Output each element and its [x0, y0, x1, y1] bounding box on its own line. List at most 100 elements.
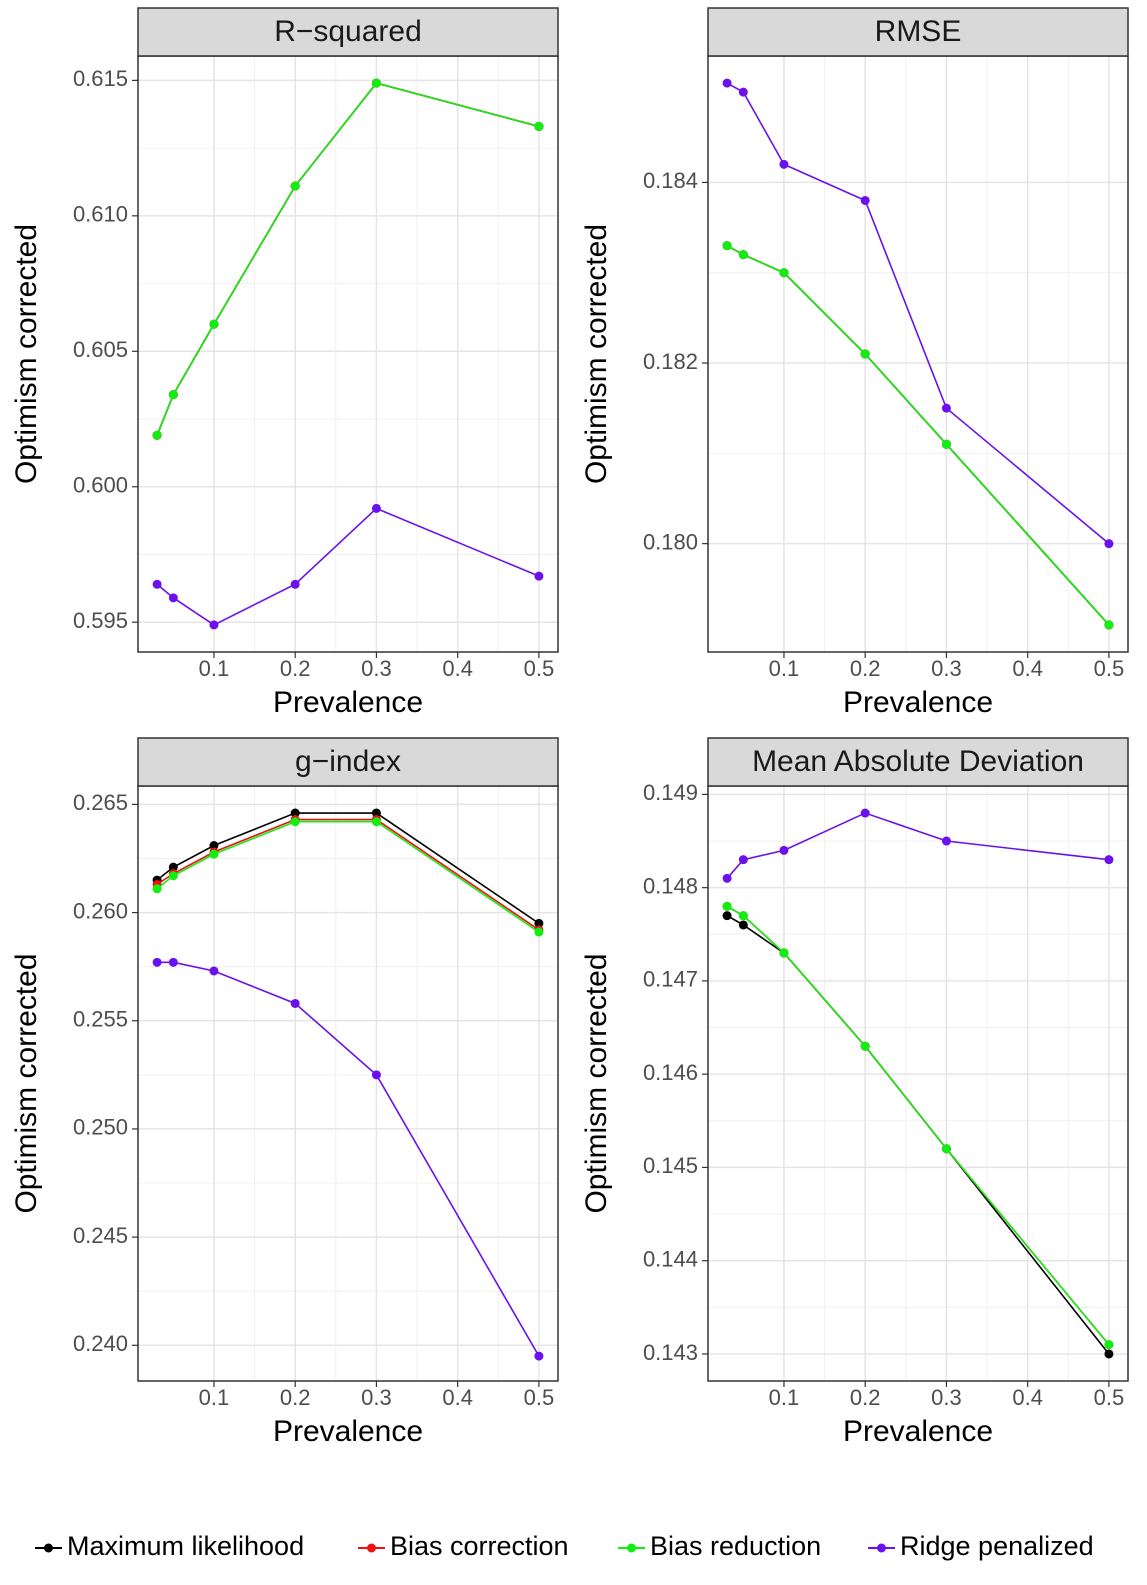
legend-point: [44, 1543, 53, 1553]
x-axis-title: Prevalence: [273, 1415, 423, 1448]
y-tick-label: 0.610: [73, 202, 128, 227]
y-tick-label: 0.255: [73, 1007, 128, 1032]
y-tick-label: 0.145: [643, 1153, 698, 1178]
x-tick-label: 0.2: [850, 1385, 881, 1410]
legend-point: [367, 1543, 376, 1553]
strip: [137, 7, 559, 57]
data-point: [168, 390, 178, 400]
data-point: [168, 862, 178, 872]
data-point: [290, 998, 300, 1008]
x-tick-label: 0.4: [1012, 1385, 1043, 1410]
data-point: [534, 927, 544, 937]
legend-point: [627, 1543, 636, 1553]
x-tick-label: 0.3: [361, 1385, 392, 1410]
x-axis-title: Prevalence: [843, 1415, 993, 1448]
data-point: [1104, 1340, 1114, 1350]
x-tick-label: 0.1: [769, 656, 800, 681]
data-point: [209, 966, 219, 976]
data-point: [941, 836, 951, 846]
y-tick-label: 0.182: [643, 349, 698, 374]
data-point: [1104, 539, 1114, 549]
data-point: [534, 918, 544, 928]
x-tick-label: 0.2: [280, 656, 311, 681]
x-tick-label: 0.5: [1094, 1385, 1125, 1410]
data-point: [534, 1351, 544, 1361]
panel-title: Mean Absolute Deviation: [752, 745, 1084, 778]
panel-background: [138, 786, 558, 1381]
x-tick-label: 0.3: [361, 656, 392, 681]
data-point: [168, 871, 178, 881]
y-tick-label: 0.605: [73, 337, 128, 362]
y-tick-label: 0.184: [643, 168, 698, 193]
panel-title: R−squared: [274, 15, 422, 48]
data-point: [168, 593, 178, 603]
data-point: [534, 571, 544, 581]
data-point: [738, 250, 748, 260]
data-point: [534, 121, 544, 131]
data-point: [722, 911, 732, 921]
panel-background: [708, 786, 1128, 1381]
data-point: [1104, 1349, 1114, 1359]
y-axis-title: Optimism corrected: [10, 224, 43, 484]
y-tick-label: 0.144: [643, 1247, 698, 1272]
x-tick-label: 0.4: [1012, 656, 1043, 681]
data-point: [168, 957, 178, 967]
x-tick-label: 0.5: [524, 1385, 555, 1410]
x-tick-label: 0.5: [1094, 656, 1125, 681]
x-tick-label: 0.4: [442, 656, 473, 681]
y-tick-label: 0.615: [73, 66, 128, 91]
y-tick-label: 0.265: [73, 790, 128, 815]
x-tick-label: 0.2: [850, 656, 881, 681]
data-point: [290, 579, 300, 589]
legend-label: Bias reduction: [650, 1531, 821, 1561]
data-point: [371, 817, 381, 827]
y-tick-label: 0.240: [73, 1331, 128, 1356]
y-tick-label: 0.146: [643, 1060, 698, 1085]
data-point: [722, 873, 732, 883]
data-point: [941, 439, 951, 449]
data-point: [738, 87, 748, 97]
y-tick-label: 0.595: [73, 608, 128, 633]
x-tick-label: 0.1: [199, 1385, 230, 1410]
y-tick-label: 0.245: [73, 1223, 128, 1248]
strip: [137, 737, 559, 787]
data-point: [860, 195, 870, 205]
data-point: [371, 503, 381, 513]
strip: [707, 737, 1129, 787]
series-line: [156, 82, 540, 436]
strip: [707, 7, 1129, 57]
x-tick-label: 0.3: [931, 1385, 962, 1410]
data-point: [152, 957, 162, 967]
data-point: [371, 808, 381, 818]
data-point: [860, 808, 870, 818]
data-point: [209, 319, 219, 329]
y-tick-label: 0.600: [73, 473, 128, 498]
y-axis-title: Optimism corrected: [580, 953, 613, 1213]
y-tick-label: 0.148: [643, 873, 698, 898]
data-point: [941, 1144, 951, 1154]
data-point: [738, 920, 748, 930]
data-point: [722, 241, 732, 251]
x-tick-label: 0.2: [280, 1385, 311, 1410]
x-tick-label: 0.3: [931, 656, 962, 681]
data-point: [290, 817, 300, 827]
data-point: [860, 349, 870, 359]
x-tick-label: 0.4: [442, 1385, 473, 1410]
data-point: [779, 845, 789, 855]
data-point: [941, 403, 951, 413]
data-point: [209, 841, 219, 850]
y-tick-label: 0.180: [643, 529, 698, 554]
panel-background: [708, 56, 1128, 652]
data-point: [722, 901, 732, 911]
panel-title: g−index: [295, 745, 401, 778]
data-point: [1104, 620, 1114, 630]
data-point: [779, 159, 789, 169]
data-point: [371, 78, 381, 88]
legend-label: Bias correction: [390, 1531, 569, 1561]
legend-point: [877, 1543, 886, 1553]
data-point: [152, 430, 162, 440]
data-point: [209, 620, 219, 630]
data-point: [779, 948, 789, 958]
y-axis-title: Optimism corrected: [10, 953, 43, 1213]
y-tick-label: 0.143: [643, 1340, 698, 1365]
